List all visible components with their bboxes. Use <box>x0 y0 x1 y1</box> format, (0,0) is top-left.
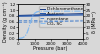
Line: Acetone: Acetone <box>18 15 83 16</box>
CO₂ SC <box>56 11 57 12</box>
Legend: Dichloromethane, Acetone, n-pentane, CO₂ SC: Dichloromethane, Acetone, n-pentane, CO₂… <box>39 6 85 27</box>
Y-axis label: Density (g cm⁻³): Density (g cm⁻³) <box>3 1 8 42</box>
Dichloromethane <box>49 0 50 1</box>
CO₂ SC <box>53 11 54 12</box>
n-pentane <box>53 20 54 21</box>
Acetone <box>81 15 82 16</box>
Acetone <box>71 15 72 16</box>
CO₂ SC <box>71 11 72 12</box>
Acetone <box>56 15 57 16</box>
CO₂ SC <box>48 11 50 12</box>
CO₂ SC <box>82 11 83 12</box>
Y-axis label: δ (MPa¹²): δ (MPa¹²) <box>92 11 97 33</box>
n-pentane <box>82 20 83 21</box>
n-pentane <box>81 20 82 21</box>
CO₂ SC <box>49 11 50 12</box>
CO₂ SC <box>18 38 19 39</box>
Dichloromethane <box>56 0 57 1</box>
Line: n-pentane: n-pentane <box>18 20 83 21</box>
Dichloromethane <box>53 0 54 1</box>
n-pentane <box>49 20 50 21</box>
n-pentane <box>48 20 50 21</box>
Acetone <box>48 15 50 16</box>
Dichloromethane <box>71 0 72 1</box>
n-pentane <box>71 20 72 21</box>
Dichloromethane <box>48 0 50 1</box>
Acetone <box>53 15 54 16</box>
Line: Dichloromethane: Dichloromethane <box>18 0 83 1</box>
Dichloromethane <box>18 0 19 1</box>
Line: CO₂ SC: CO₂ SC <box>18 11 83 39</box>
CO₂ SC <box>81 11 82 12</box>
n-pentane <box>56 20 57 21</box>
Acetone <box>49 15 50 16</box>
Acetone <box>82 15 83 16</box>
n-pentane <box>18 20 19 21</box>
X-axis label: Pressure (bar): Pressure (bar) <box>33 46 68 51</box>
